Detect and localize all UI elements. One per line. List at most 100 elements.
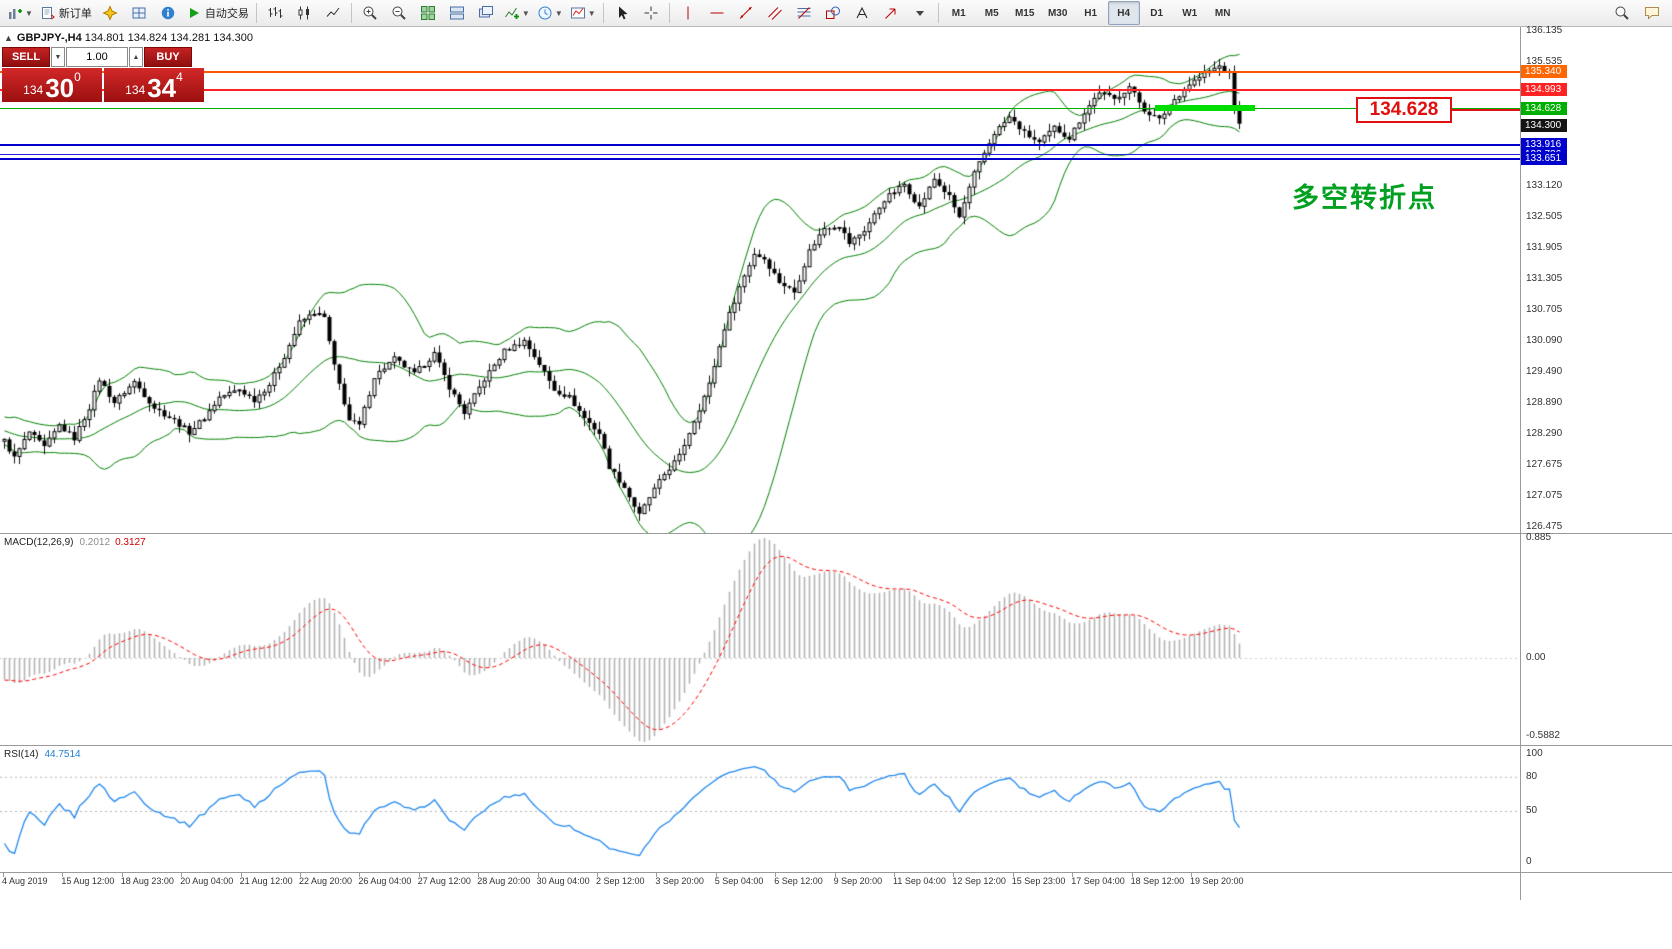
sell-price-button[interactable]: 134 30 0 xyxy=(2,68,102,102)
timeframe-m5-button[interactable]: M5 xyxy=(984,7,999,19)
crosshair-button[interactable] xyxy=(637,1,665,25)
algo-trading-button-label: 自动交易 xyxy=(204,8,249,20)
objects-dropdown-button[interactable] xyxy=(906,1,934,25)
main-chart-canvas[interactable] xyxy=(0,27,1520,533)
timeframe-d1-button[interactable]: D1 xyxy=(1150,7,1164,19)
toolbar-separator xyxy=(602,3,604,23)
timeframe-mn-button[interactable]: MN xyxy=(1214,7,1231,19)
text-button[interactable] xyxy=(848,1,876,25)
buy-button[interactable]: BUY xyxy=(144,47,192,67)
vline-icon xyxy=(680,5,696,21)
collapse-subwindow-icon[interactable]: ▲ xyxy=(4,33,13,43)
timeframe-w1-button[interactable]: W1 xyxy=(1182,7,1198,19)
vertical-line-button[interactable] xyxy=(674,1,702,25)
timeframe-m15-button[interactable]: M15 xyxy=(1014,7,1035,19)
new-order-button[interactable]: 新订单 xyxy=(37,1,95,25)
fibonacci-button[interactable] xyxy=(790,1,818,25)
search-button[interactable] xyxy=(1608,1,1636,25)
time-axis-label: 3 Sep 20:00 xyxy=(655,876,704,886)
rsi-name: RSI(14) xyxy=(4,749,39,760)
dropdown-caret-icon: ▼ xyxy=(25,8,33,18)
arrange-horizontal-button[interactable] xyxy=(443,1,471,25)
price-scale-label: 128.890 xyxy=(1526,397,1563,409)
caret-icon xyxy=(912,5,928,21)
community-button[interactable] xyxy=(1638,1,1666,25)
timeframe-h4-button[interactable]: H4 xyxy=(1107,1,1140,25)
horizontal-line-object[interactable] xyxy=(0,154,1520,156)
turning-point-annotation[interactable]: 多空转折点 xyxy=(1292,183,1437,213)
time-axis-label: 2 Sep 12:00 xyxy=(596,876,645,886)
shapes-button[interactable] xyxy=(819,1,847,25)
macd-panel-separator[interactable] xyxy=(0,533,1672,534)
time-axis-tick xyxy=(418,873,420,877)
periods-button[interactable]: ▼ xyxy=(534,1,566,25)
time-axis-tick xyxy=(62,873,64,877)
bar-chart-button[interactable] xyxy=(261,1,289,25)
time-axis-label: 18 Aug 23:00 xyxy=(120,876,174,886)
macd-name: MACD(12,26,9) xyxy=(4,537,74,548)
horizontal-line-button[interactable] xyxy=(703,1,731,25)
algo-trading-button[interactable]: 自动交易 xyxy=(183,1,252,25)
new-chart-button[interactable]: ▼ xyxy=(4,1,36,25)
volume-up-button[interactable]: ▲ xyxy=(129,47,143,67)
dropdown-caret-icon: ▼ xyxy=(521,8,530,18)
text-a-icon xyxy=(854,5,870,21)
sell-button[interactable]: SELL xyxy=(2,47,50,67)
time-axis-tick xyxy=(121,873,123,877)
time-axis-tick xyxy=(656,873,658,877)
indicators-button[interactable]: ▼ xyxy=(501,1,533,25)
timeframe-m1-button[interactable]: M1 xyxy=(951,7,966,19)
market-watch-button[interactable] xyxy=(125,1,153,25)
time-axis-tick xyxy=(181,873,183,877)
horizontal-line-object[interactable] xyxy=(0,143,1520,146)
tile-windows-button[interactable] xyxy=(414,1,442,25)
zoom-out-button[interactable] xyxy=(385,1,413,25)
horizontal-line-object[interactable] xyxy=(0,70,1520,73)
support-thick-line[interactable] xyxy=(1155,105,1255,112)
sell-price-big: 30 xyxy=(45,72,75,103)
info-icon xyxy=(160,5,176,21)
time-axis-tick xyxy=(478,873,480,877)
time-axis-tick xyxy=(1191,873,1192,877)
macd-scale-label: 0.885 xyxy=(1526,532,1552,543)
trendline-button[interactable] xyxy=(732,1,760,25)
toolbar-separator xyxy=(350,3,352,23)
timeframe-h1-button[interactable]: H1 xyxy=(1084,7,1098,19)
dropdown-caret-icon: ▼ xyxy=(554,8,563,18)
line-chart-button[interactable] xyxy=(319,1,347,25)
time-axis-label: 9 Sep 20:00 xyxy=(833,876,883,886)
symbol-info-line: ▲ GBPJPY-,H4 134.801 134.824 134.281 134.… xyxy=(4,32,253,44)
rsi-panel-separator[interactable] xyxy=(0,745,1672,746)
timeframe-m30-button[interactable]: M30 xyxy=(1047,7,1068,19)
time-axis-label: 15 Aug 12:00 xyxy=(61,876,115,886)
price-annotation-box[interactable]: 134.628 xyxy=(1356,97,1452,123)
info-button[interactable] xyxy=(154,1,182,25)
price-scale-label: 132.505 xyxy=(1526,211,1563,223)
horizontal-line-object[interactable] xyxy=(0,88,1520,91)
rsi-scale-label: 50 xyxy=(1526,805,1538,816)
buy-price-button[interactable]: 134 34 4 xyxy=(104,68,204,102)
zoom-in-button[interactable] xyxy=(356,1,384,25)
rsi-panel-canvas[interactable] xyxy=(0,746,1520,872)
volume-down-button[interactable]: ▼ xyxy=(51,47,65,67)
channel-button[interactable] xyxy=(761,1,789,25)
horizontal-line-object[interactable] xyxy=(0,157,1520,160)
candlestick-chart-button[interactable] xyxy=(290,1,318,25)
volume-input[interactable] xyxy=(66,47,128,67)
candles-icon xyxy=(296,5,312,21)
toolbar-separator xyxy=(937,3,939,23)
templates-button[interactable]: ▼ xyxy=(567,1,599,25)
arrow-objects-button[interactable] xyxy=(877,1,905,25)
macd-value: 0.2012 xyxy=(79,537,111,548)
arrange-cascade-button[interactable] xyxy=(472,1,500,25)
shapes-icon xyxy=(825,5,841,21)
price-scale-label: 127.675 xyxy=(1526,459,1563,471)
cursor-button[interactable] xyxy=(608,1,636,25)
horizontal-line-object[interactable] xyxy=(0,107,1520,109)
time-axis-tick xyxy=(953,873,955,877)
macd-panel-canvas[interactable] xyxy=(0,534,1520,745)
compass-button[interactable] xyxy=(96,1,124,25)
time-axis-label: 18 Sep 12:00 xyxy=(1130,876,1185,886)
price-scale-badge: 135.340 xyxy=(1521,65,1567,79)
arrange-h-icon xyxy=(449,5,465,21)
